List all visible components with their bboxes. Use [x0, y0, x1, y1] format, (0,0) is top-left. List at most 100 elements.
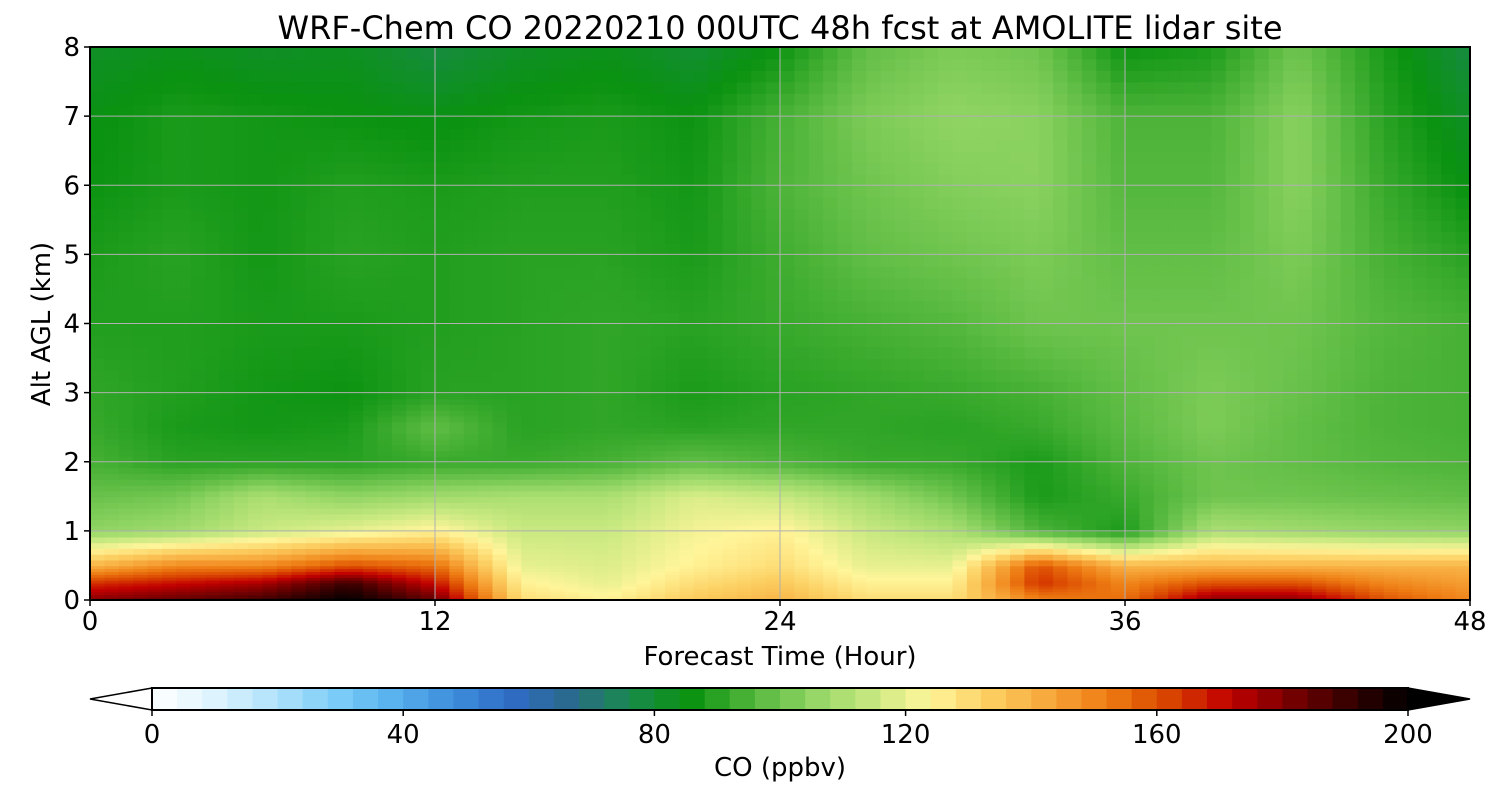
heatmap-cell: [607, 597, 623, 600]
heatmap-cell: [1225, 415, 1241, 423]
heatmap-cell: [104, 502, 120, 509]
heatmap-cell: [966, 542, 983, 549]
heatmap-cell: [1139, 579, 1155, 584]
heatmap-cell: [147, 473, 163, 480]
heatmap-cell: [1038, 461, 1054, 469]
heatmap-cell: [276, 525, 293, 532]
heatmap-cell: [1369, 536, 1385, 544]
heatmap-cell: [751, 473, 767, 480]
heatmap-cell: [363, 427, 379, 434]
heatmap-cell: [420, 591, 436, 596]
heatmap-cell: [1067, 490, 1083, 498]
heatmap-cell: [1311, 461, 1328, 469]
heatmap-cell: [420, 597, 436, 600]
heatmap-cell: [406, 530, 422, 538]
heatmap-cell: [794, 536, 810, 544]
heatmap-cell: [765, 548, 781, 555]
heatmap-cell: [823, 358, 839, 371]
heatmap-cell: [1268, 559, 1284, 567]
heatmap-cell: [736, 392, 753, 400]
heatmap-cell: [363, 254, 379, 267]
heatmap-cell: [693, 553, 709, 561]
heatmap-cell: [506, 582, 523, 587]
heatmap-cell: [420, 398, 436, 405]
heatmap-cell: [1125, 568, 1141, 572]
heatmap-cell: [449, 542, 465, 549]
heatmap-cell: [521, 507, 537, 515]
heatmap-cell: [564, 548, 580, 555]
heatmap-cell: [938, 559, 954, 567]
heatmap-cell: [607, 507, 623, 515]
heatmap-cell: [1426, 427, 1443, 434]
heatmap-cell: [1340, 582, 1356, 587]
heatmap-cell: [679, 490, 695, 498]
heatmap-cell: [722, 571, 738, 575]
heatmap-cell: [650, 479, 666, 486]
heatmap-cell: [305, 381, 321, 394]
heatmap-cell: [219, 519, 235, 526]
heatmap-cell: [966, 565, 983, 570]
heatmap-cell: [190, 530, 206, 538]
heatmap-cell: [1398, 421, 1414, 428]
heatmap-cell: [1081, 576, 1098, 581]
heatmap-cell: [837, 568, 853, 572]
heatmap-cell: [118, 415, 134, 423]
heatmap-cell: [1081, 565, 1098, 570]
heatmap-cell: [233, 574, 249, 578]
heatmap-cell: [1254, 594, 1270, 598]
heatmap-cell: [1426, 496, 1443, 503]
heatmap-cell: [363, 597, 379, 600]
heatmap-cell: [995, 507, 1011, 515]
heatmap-cell: [118, 490, 134, 498]
heatmap-cell: [233, 507, 249, 515]
heatmap-cell: [794, 438, 810, 446]
heatmap-cell: [1283, 565, 1299, 570]
heatmap-cell: [463, 398, 479, 405]
heatmap-cell: [118, 254, 134, 267]
heatmap-cell: [593, 490, 609, 498]
heatmap-cell: [593, 548, 609, 555]
heatmap-cell: [1268, 467, 1284, 475]
heatmap-cell: [377, 346, 393, 359]
heatmap-cell: [780, 358, 796, 371]
heatmap-cell: [1283, 450, 1299, 457]
heatmap-cell: [276, 467, 293, 475]
heatmap-cell: [895, 265, 911, 279]
heatmap-cell: [348, 335, 364, 348]
heatmap-cell: [1096, 597, 1112, 600]
heatmap-cell: [981, 574, 997, 578]
heatmap-cell: [952, 467, 968, 475]
heatmap-cell: [1081, 473, 1098, 480]
heatmap-cell: [1355, 358, 1371, 371]
heatmap-cell: [147, 467, 163, 475]
heatmap-cell: [291, 542, 307, 549]
heatmap-cell: [1369, 582, 1385, 587]
heatmap-cell: [1254, 585, 1270, 590]
heatmap-cell: [621, 513, 638, 521]
heatmap-cell: [909, 568, 925, 572]
heatmap-cell: [1110, 585, 1126, 590]
heatmap-cell: [1139, 507, 1155, 515]
heatmap-cell: [665, 438, 681, 446]
heatmap-cell: [391, 553, 408, 561]
heatmap-cell: [1426, 548, 1443, 555]
heatmap-cell: [478, 496, 494, 503]
heatmap-cell: [593, 565, 609, 570]
heatmap-cell: [1268, 542, 1284, 549]
heatmap-cell: [420, 565, 436, 570]
heatmap-cell: [320, 568, 336, 572]
heatmap-cell: [118, 438, 134, 446]
heatmap-cell: [291, 585, 307, 590]
heatmap-cell: [435, 565, 451, 570]
heatmap-cell: [449, 311, 465, 325]
heatmap-cell: [1168, 409, 1184, 417]
heatmap-cell: [751, 571, 767, 575]
heatmap-cell: [1441, 525, 1457, 532]
heatmap-cell: [1398, 450, 1414, 457]
heatmap-cell: [1283, 490, 1299, 498]
heatmap-cell: [866, 265, 882, 279]
heatmap-cell: [995, 398, 1011, 405]
heatmap-cell: [506, 484, 523, 492]
heatmap-cell: [219, 553, 235, 561]
heatmap-cell: [133, 335, 149, 348]
